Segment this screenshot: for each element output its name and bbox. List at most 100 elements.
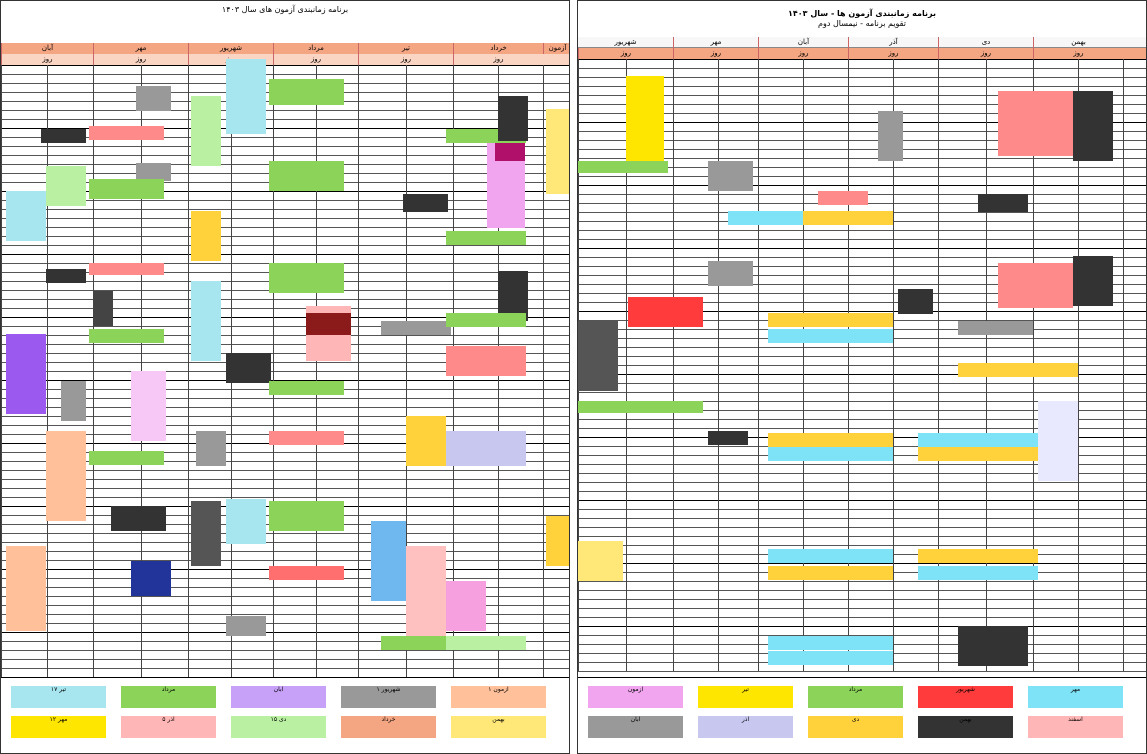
schedule-block [768, 313, 893, 327]
grid-row-line [1, 587, 569, 588]
grid-row-line [1, 596, 569, 597]
grid-col-line [47, 65, 48, 677]
right-sub-1: روز [578, 48, 673, 59]
schedule-block [918, 549, 1038, 563]
schedule-block [191, 501, 221, 566]
schedule-block [768, 447, 893, 461]
legend-item: مرداد [121, 686, 216, 708]
schedule-block [546, 109, 569, 194]
grid-row-line [1, 452, 569, 453]
grid-row-line [578, 95, 1146, 96]
right-header-row: شهریور مهر آبان آذر دی بهمن [578, 37, 1146, 48]
grid-col-line [848, 59, 849, 671]
schedule-block [6, 546, 46, 631]
grid-row-line [578, 491, 1146, 492]
grid-row-line [1, 650, 569, 651]
schedule-block [403, 194, 448, 212]
left-col-3: شهریور [188, 43, 273, 54]
grid-col-line [673, 59, 674, 671]
schedule-block [818, 191, 868, 205]
left-header-label: آزمون [543, 43, 569, 54]
schedule-block [495, 143, 525, 161]
right-col-6: بهمن [1033, 37, 1123, 48]
schedule-block [768, 329, 893, 343]
schedule-block [878, 111, 903, 161]
grid-row-line [1, 497, 569, 498]
grid-row-line [1, 542, 569, 543]
schedule-block [89, 179, 164, 199]
legend-item: آبان [588, 716, 683, 738]
grid-row-line [578, 158, 1146, 159]
grid-row-line [1, 191, 569, 192]
schedule-block [628, 297, 703, 327]
grid-row-line [1, 119, 569, 120]
legend-item: مرداد [808, 686, 903, 708]
grid-row-line [578, 167, 1146, 168]
schedule-block [958, 363, 1078, 377]
schedule-block [93, 291, 113, 326]
grid-row-line [578, 77, 1146, 78]
grid-row-line [578, 617, 1146, 618]
left-subheader-row: روز روز روز روز روز روز [1, 54, 569, 65]
grid-row-line [1, 614, 569, 615]
left-col-2: مهر [93, 43, 188, 54]
right-sub-2: روز [673, 48, 758, 59]
schedule-block [269, 381, 344, 395]
grid-row-line [1, 236, 569, 237]
schedule-block [6, 191, 46, 241]
right-col-4: آذر [848, 37, 938, 48]
grid-row-line [578, 239, 1146, 240]
grid-row-line [1, 353, 569, 354]
grid-row-line [1, 317, 569, 318]
schedule-block [978, 194, 1028, 212]
grid-row-line [1, 425, 569, 426]
schedule-block [626, 76, 664, 166]
grid-row-line [1, 479, 569, 480]
schedule-block [918, 447, 1038, 461]
grid-row-line [578, 464, 1146, 465]
grid-row-line [1, 407, 569, 408]
grid-row-line [1, 398, 569, 399]
grid-col-line [893, 59, 894, 671]
schedule-block [371, 521, 406, 601]
schedule-block [6, 334, 46, 414]
grid-row-line [578, 392, 1146, 393]
grid-row-line [1, 218, 569, 219]
grid-row-line [578, 104, 1146, 105]
grid-col-line [358, 65, 359, 677]
schedule-block [381, 636, 451, 650]
right-legend: آزمون تیر مرداد شهریور مهر آبان آذر دی بهمن اسفند [578, 677, 1146, 753]
grid-row-line [578, 581, 1146, 582]
grid-col-line [188, 65, 189, 677]
schedule-block [406, 416, 446, 466]
schedule-block [89, 451, 164, 465]
legend-item: مهر [1028, 686, 1123, 708]
schedule-block [191, 281, 221, 361]
left-sub-6: روز [453, 54, 543, 65]
grid-row-line [578, 419, 1146, 420]
right-sub-4: روز [848, 48, 938, 59]
grid-row-line [578, 185, 1146, 186]
schedule-block [998, 263, 1073, 308]
grid-col-line [406, 65, 407, 677]
grid-row-line [578, 671, 1146, 672]
grid-row-line [578, 428, 1146, 429]
grid-row-line [578, 410, 1146, 411]
right-sub-6: روز [1033, 48, 1123, 59]
grid-row-line [1, 623, 569, 624]
legend-item: دی [808, 716, 903, 738]
grid-col-line [938, 59, 939, 671]
schedule-block [446, 313, 526, 327]
schedule-block [269, 566, 344, 580]
left-col-1: آبان [1, 43, 93, 54]
schedule-block [226, 616, 266, 636]
schedule-block [269, 263, 344, 293]
schedule-block [578, 161, 668, 173]
grid-row-line [578, 374, 1146, 375]
schedule-block [578, 541, 623, 581]
grid-row-line [578, 626, 1146, 627]
schedule-block [958, 321, 1033, 335]
left-col-4: مرداد [273, 43, 358, 54]
schedule-block [136, 163, 171, 181]
